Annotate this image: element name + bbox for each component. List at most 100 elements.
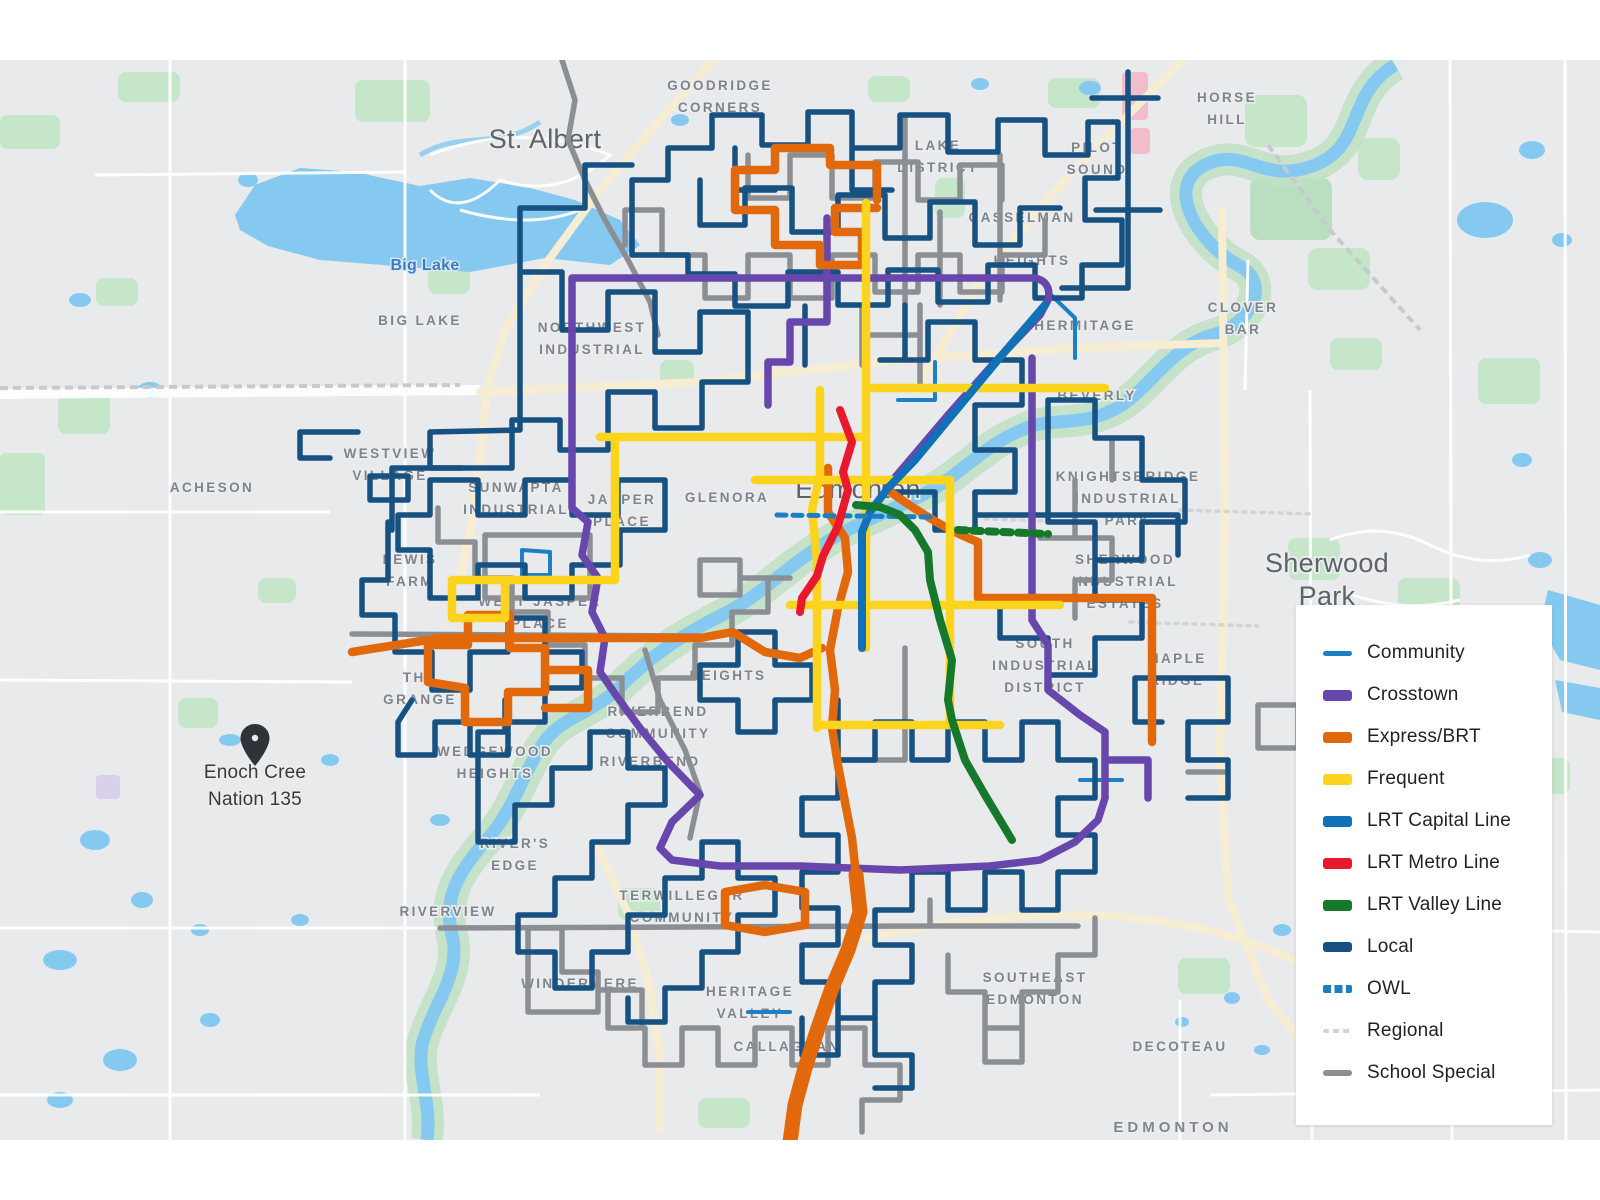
- route-local: [697, 177, 1063, 248]
- route-frequent: [807, 385, 825, 733]
- legend-item-label: OWL: [1367, 978, 1411, 999]
- map-label: Enoch Cree Nation 135: [204, 762, 306, 810]
- legend-item-express-brt: Express/BRT: [1296, 716, 1552, 758]
- route-regional: [1178, 508, 1314, 516]
- route-local: [395, 477, 668, 601]
- map-label: Big Lake: [390, 257, 459, 274]
- route-express-brt: [730, 143, 882, 270]
- map-label: TERWILLEGAR COMMUNITY: [619, 888, 744, 925]
- legend-item-local: Local: [1296, 926, 1552, 968]
- map-label: St. Albert: [489, 124, 602, 154]
- map-label: GLENORA: [685, 490, 769, 505]
- legend-item-label: LRT Metro Line: [1367, 852, 1501, 873]
- map-label: HORSE HILL: [1197, 90, 1257, 127]
- route-school-special: [697, 557, 793, 598]
- legend-item-lrt-metro-line: LRT Metro Line: [1296, 842, 1552, 884]
- map-label: THE GRANGE: [383, 670, 457, 707]
- legend-item-community: Community: [1296, 632, 1552, 674]
- route-express-brt: [720, 880, 810, 937]
- map-label: GOODRIDGE CORNERS: [667, 78, 773, 115]
- map-label: PILOT SOUND: [1067, 140, 1128, 177]
- legend-swatch-frequent-icon: [1323, 773, 1352, 785]
- location-pin-icon: [240, 724, 270, 766]
- legend-swatch-lrt-valley-line-icon: [1323, 899, 1352, 911]
- map-label: NORTHWEST INDUSTRIAL: [538, 320, 647, 357]
- route-school-special: [859, 302, 923, 391]
- map-label: LAKE DISTRICT: [897, 138, 978, 175]
- legend-item-owl: OWL: [1296, 968, 1552, 1010]
- map-label: HERMITAGE: [1034, 318, 1136, 333]
- legend-swatch-regional-icon: [1323, 1029, 1352, 1033]
- route-express-brt: [823, 463, 861, 880]
- legend-item-label: Community: [1367, 642, 1465, 663]
- legend-swatch-owl-icon: [1323, 985, 1352, 993]
- route-owl: [774, 512, 938, 520]
- route-school-special: [659, 207, 1048, 301]
- route-school-special: [622, 112, 1003, 308]
- map-label: CLOVER BAR: [1208, 300, 1279, 337]
- route-crosstown: [568, 471, 704, 799]
- map-label: CALLAGHAN: [733, 1039, 840, 1054]
- legend-item-label: Crosstown: [1367, 684, 1459, 705]
- route-local: [1059, 69, 1163, 291]
- legend-swatch-crosstown-icon: [1323, 689, 1352, 701]
- legend-item-crosstown: Crosstown: [1296, 674, 1552, 716]
- legend-swatch-lrt-capital-line-icon: [1323, 815, 1352, 827]
- route-school-special: [437, 897, 1081, 931]
- legend-item-frequent: Frequent: [1296, 758, 1552, 800]
- legend-swatch-express-brt-icon: [1323, 731, 1352, 743]
- route-regional: [983, 517, 1054, 523]
- route-frequent: [447, 432, 620, 623]
- legend-swatch-lrt-metro-line-icon: [1323, 857, 1352, 869]
- route-lrt-valley-line: [852, 501, 1016, 844]
- map-label: EDMONTON: [1113, 1119, 1232, 1136]
- map-label: JASPER PLACE: [588, 492, 656, 529]
- map-label: ACHESON: [170, 480, 254, 495]
- route-express-brt: [423, 610, 593, 727]
- route-local: [975, 512, 1181, 558]
- route-school-special: [1037, 437, 1115, 621]
- route-local: [297, 429, 465, 533]
- legend-swatch-community-icon: [1323, 650, 1352, 656]
- legend-item-regional: Regional: [1296, 1010, 1552, 1052]
- map-label: SOUTHEAST EDMONTON: [983, 970, 1088, 1007]
- legend-item-school-special: School Special: [1296, 1052, 1552, 1094]
- map-label: RIVERVIEW: [399, 904, 496, 919]
- route-school-special: [835, 645, 908, 763]
- route-school-special: [642, 647, 703, 841]
- route-school-special: [605, 987, 903, 1135]
- legend-list: Community Crosstown Express/BRT Frequent LRT…: [1296, 632, 1552, 1094]
- legend-item-lrt-capital-line: LRT Capital Line: [1296, 800, 1552, 842]
- map-label: DECOTEAU: [1133, 1039, 1228, 1054]
- map-label: BIG LAKE: [378, 313, 462, 328]
- legend-item-label: Regional: [1367, 1020, 1444, 1041]
- route-school-special: [945, 915, 1098, 1065]
- legend-item-label: LRT Valley Line: [1367, 894, 1503, 915]
- transit-routes: [297, 60, 1314, 1140]
- route-local: [697, 629, 815, 735]
- map-label: HERITAGE VALLEY: [706, 984, 794, 1021]
- legend-panel: Community Crosstown Express/BRT Frequent LRT…: [1296, 605, 1552, 1125]
- route-frequent: [785, 600, 1065, 730]
- route-local: [517, 162, 635, 275]
- legend-swatch-local-icon: [1323, 942, 1352, 952]
- legend-item-label: Frequent: [1367, 768, 1445, 789]
- map-label: SOUTH INDUSTRIAL DISTRICT: [992, 636, 1098, 695]
- route-express-highway: [782, 867, 868, 1140]
- route-crosstown: [764, 214, 831, 409]
- map-canvas[interactable]: St. Albert Sherwood Park Edmonton Big Lake En…: [0, 60, 1600, 1140]
- bottom-margin: [0, 1140, 1600, 1200]
- route-crosstown: [568, 274, 1053, 479]
- legend-item-label: Express/BRT: [1367, 726, 1481, 747]
- route-local: [427, 269, 751, 471]
- route-school-special: [559, 60, 661, 338]
- route-local: [802, 302, 908, 368]
- map-label: MAPLE RIDGE: [1147, 651, 1206, 688]
- railways: [0, 143, 1422, 390]
- route-crosstown: [1028, 354, 1152, 802]
- legend-item-label: School Special: [1367, 1062, 1496, 1083]
- map-label: WEDGEWOOD HEIGHTS: [437, 744, 553, 781]
- legend-item-label: Local: [1367, 936, 1414, 957]
- legend-item-lrt-valley-line: LRT Valley Line: [1296, 884, 1552, 926]
- legend-swatch-school-special-icon: [1323, 1070, 1352, 1076]
